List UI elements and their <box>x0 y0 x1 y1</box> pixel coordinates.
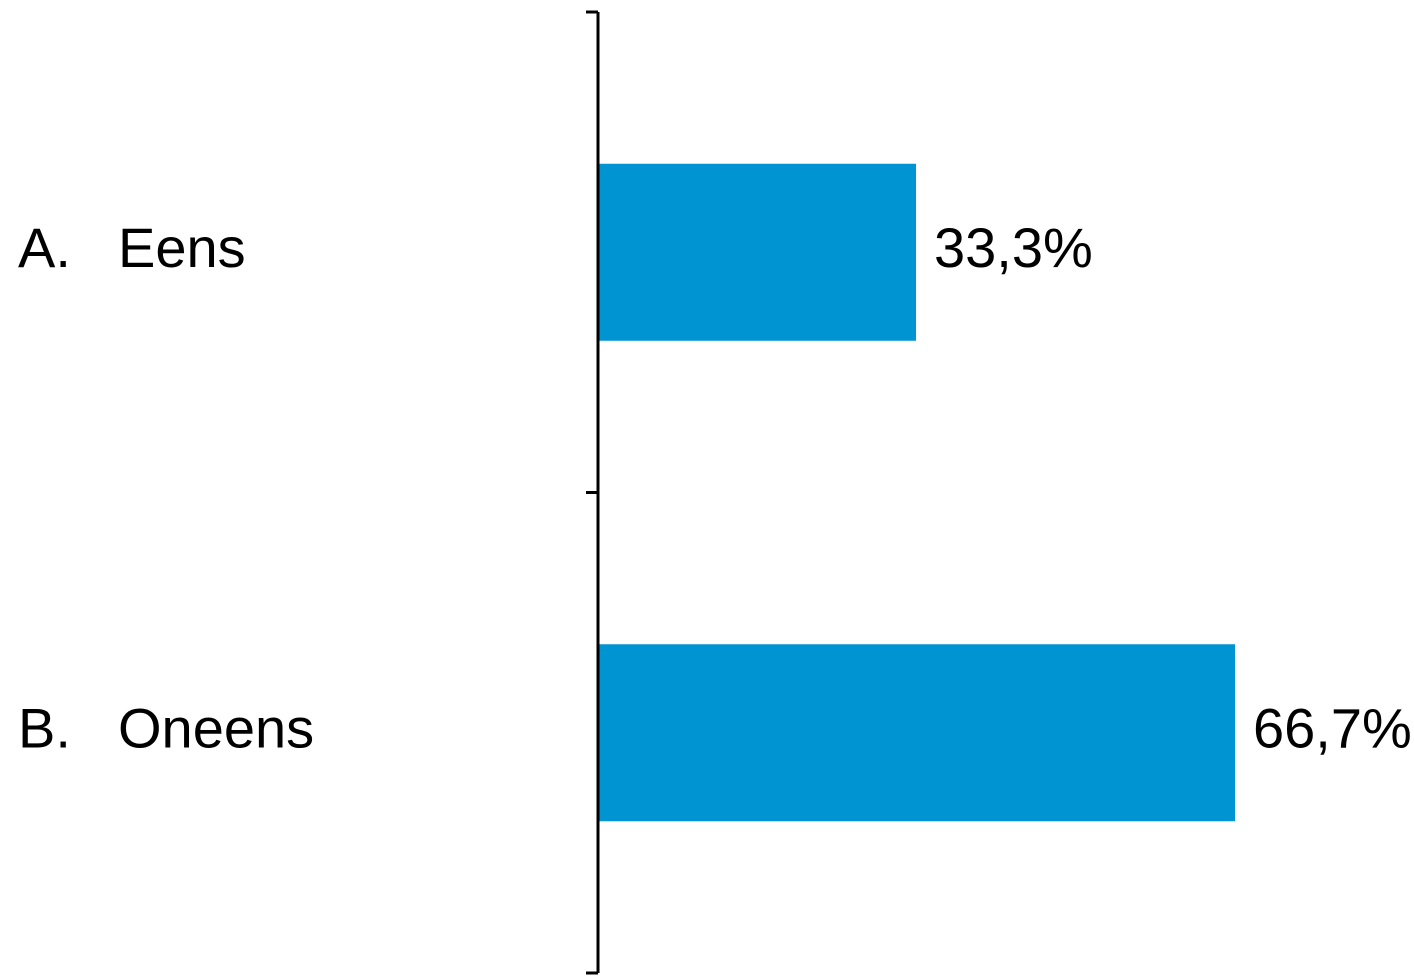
category-label: Eens <box>118 216 246 279</box>
value-labels: 33,3% 66,7% <box>934 216 1412 760</box>
bar-eens <box>598 163 917 341</box>
bar-oneens <box>598 644 1235 822</box>
bars <box>598 163 1235 822</box>
category-labels: A. Eens B. Oneens <box>18 216 314 760</box>
value-label: 33,3% <box>934 216 1093 279</box>
category-letter: A. <box>18 216 71 279</box>
value-label: 66,7% <box>1253 697 1412 760</box>
category-letter: B. <box>18 697 71 760</box>
category-axis <box>586 10 600 975</box>
category-label: Oneens <box>118 697 314 760</box>
